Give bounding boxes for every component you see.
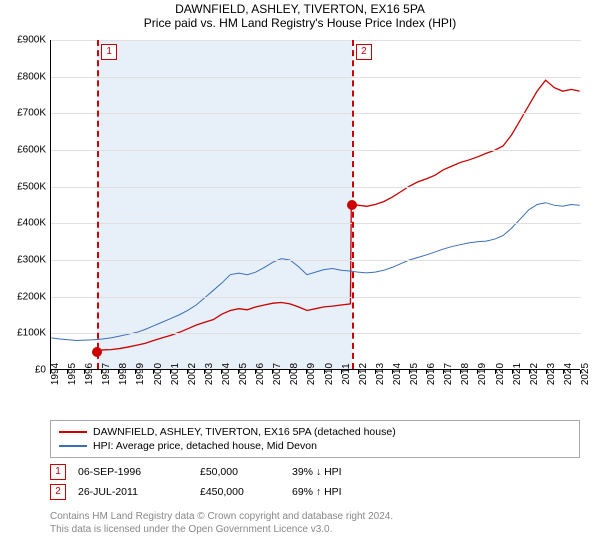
x-tick-label: 2024 (563, 363, 574, 385)
event-dot (347, 200, 357, 210)
event-line (97, 40, 99, 369)
event-row: 2 26-JUL-2011 £450,000 69% ↑ HPI (50, 482, 580, 502)
x-tick-label: 2011 (341, 363, 352, 385)
y-tick-label: £800K (0, 71, 46, 82)
y-tick-label: £400K (0, 218, 46, 229)
x-tick-label: 1995 (67, 363, 78, 385)
event-price: £50,000 (200, 466, 280, 478)
event-date: 26-JUL-2011 (78, 486, 188, 498)
chart-title: DAWNFIELD, ASHLEY, TIVERTON, EX16 5PA (0, 2, 600, 16)
y-tick-label: £300K (0, 255, 46, 266)
legend-swatch (59, 445, 87, 447)
footer-line: This data is licensed under the Open Gov… (50, 523, 580, 536)
x-tick-label: 1994 (50, 363, 61, 385)
event-row: 1 06-SEP-1996 £50,000 39% ↓ HPI (50, 462, 580, 482)
y-tick-label: £700K (0, 108, 46, 119)
chart-svg (51, 40, 580, 369)
x-tick-label: 2003 (204, 363, 215, 385)
x-tick-label: 1997 (101, 363, 112, 385)
x-tick-label: 2020 (495, 363, 506, 385)
footer-line: Contains HM Land Registry data © Crown c… (50, 510, 580, 523)
y-tick-label: £200K (0, 291, 46, 302)
event-pct: 69% ↑ HPI (292, 486, 392, 498)
x-tick-label: 2007 (272, 363, 283, 385)
x-tick-label: 2013 (375, 363, 386, 385)
legend-label: HPI: Average price, detached house, Mid … (93, 440, 317, 452)
title-block: DAWNFIELD, ASHLEY, TIVERTON, EX16 5PA Pr… (0, 0, 600, 30)
event-date: 06-SEP-1996 (78, 466, 188, 478)
x-tick-label: 2012 (358, 363, 369, 385)
x-tick-label: 2016 (426, 363, 437, 385)
x-tick-label: 2022 (529, 363, 540, 385)
x-tick-label: 2019 (477, 363, 488, 385)
x-tick-label: 2001 (170, 363, 181, 385)
y-tick-label: £0 (0, 365, 46, 376)
event-dot (92, 347, 102, 357)
y-tick-label: £900K (0, 35, 46, 46)
event-number-box: 1 (50, 464, 66, 480)
x-tick-label: 1998 (118, 363, 129, 385)
y-tick-label: £600K (0, 145, 46, 156)
legend-item: HPI: Average price, detached house, Mid … (59, 439, 571, 453)
legend-swatch (59, 431, 87, 433)
legend-label: DAWNFIELD, ASHLEY, TIVERTON, EX16 5PA (d… (93, 426, 396, 438)
x-tick-label: 2002 (187, 363, 198, 385)
y-tick-label: £500K (0, 181, 46, 192)
x-tick-label: 2010 (324, 363, 335, 385)
event-pct: 39% ↓ HPI (292, 466, 392, 478)
footer: Contains HM Land Registry data © Crown c… (50, 510, 580, 536)
x-tick-label: 2004 (221, 363, 232, 385)
legend-item: DAWNFIELD, ASHLEY, TIVERTON, EX16 5PA (d… (59, 425, 571, 439)
chart-area: 12 (50, 40, 580, 370)
x-tick-label: 1996 (84, 363, 95, 385)
x-tick-label: 2025 (580, 363, 591, 385)
x-tick-label: 2000 (153, 363, 164, 385)
x-tick-label: 2015 (409, 363, 420, 385)
x-tick-label: 2009 (306, 363, 317, 385)
x-tick-label: 1999 (135, 363, 146, 385)
chart-subtitle: Price paid vs. HM Land Registry's House … (0, 16, 600, 30)
event-number-box: 2 (50, 484, 66, 500)
y-tick-label: £100K (0, 328, 46, 339)
x-tick-label: 2014 (392, 363, 403, 385)
event-marker-box: 2 (356, 44, 372, 60)
x-tick-label: 2023 (546, 363, 557, 385)
event-price: £450,000 (200, 486, 280, 498)
y-axis: £0£100K£200K£300K£400K£500K£600K£700K£80… (0, 40, 50, 370)
x-tick-label: 2008 (289, 363, 300, 385)
x-tick-label: 2017 (443, 363, 454, 385)
events-table: 1 06-SEP-1996 £50,000 39% ↓ HPI 2 26-JUL-2011… (50, 462, 580, 502)
x-tick-label: 2005 (238, 363, 249, 385)
legend: DAWNFIELD, ASHLEY, TIVERTON, EX16 5PA (d… (50, 420, 580, 458)
x-tick-label: 2021 (512, 363, 523, 385)
x-axis: 1994199519961997199819992000200120022003… (50, 370, 580, 420)
x-tick-label: 2018 (460, 363, 471, 385)
series-line (97, 80, 579, 351)
event-marker-box: 1 (101, 44, 117, 60)
x-tick-label: 2006 (255, 363, 266, 385)
